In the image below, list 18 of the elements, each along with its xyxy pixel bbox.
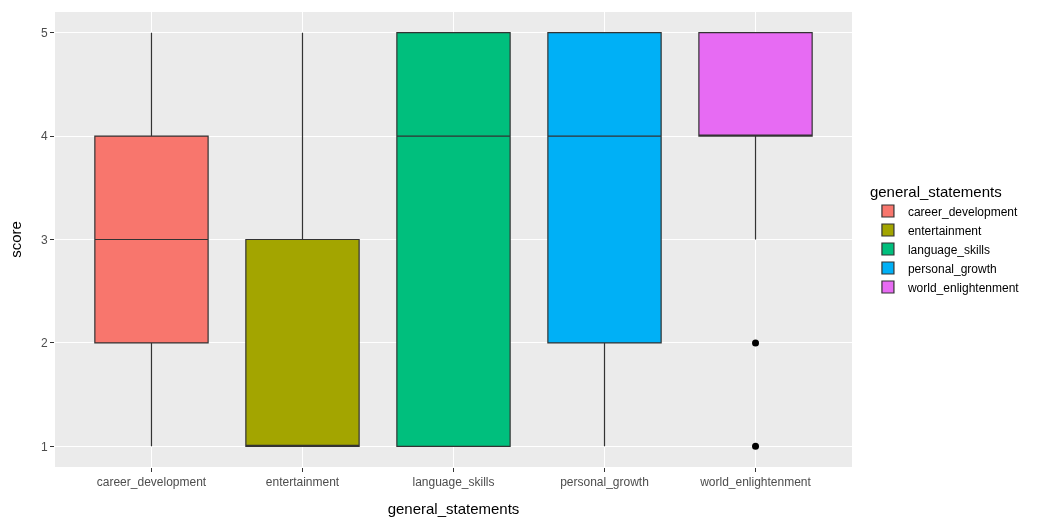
x-tick-label: language_skills <box>412 475 495 490</box>
legend-label: language_skills <box>907 242 990 257</box>
x-tick-label: world_enlightenment <box>699 475 812 490</box>
y-tick-label: 3 <box>40 232 48 247</box>
y-tick-label: 5 <box>40 25 48 40</box>
y-axis-title: score <box>7 221 25 258</box>
legend-label: personal_growth <box>907 261 997 276</box>
x-axis-title: general_statements <box>387 500 520 518</box>
x-tick-label: career_development <box>96 475 207 490</box>
y-tick-label: 4 <box>40 129 48 144</box>
x-tick-label: entertainment <box>265 475 340 490</box>
legend-label: career_development <box>907 204 1019 219</box>
y-tick-label: 1 <box>40 439 48 454</box>
legend-label: world_enlightenment <box>906 280 1020 295</box>
legend-title: general_statements <box>869 182 1002 200</box>
y-tick-label: 2 <box>40 336 48 351</box>
legend-label: entertainment <box>907 223 982 238</box>
x-tick-label: personal_growth <box>560 475 649 490</box>
